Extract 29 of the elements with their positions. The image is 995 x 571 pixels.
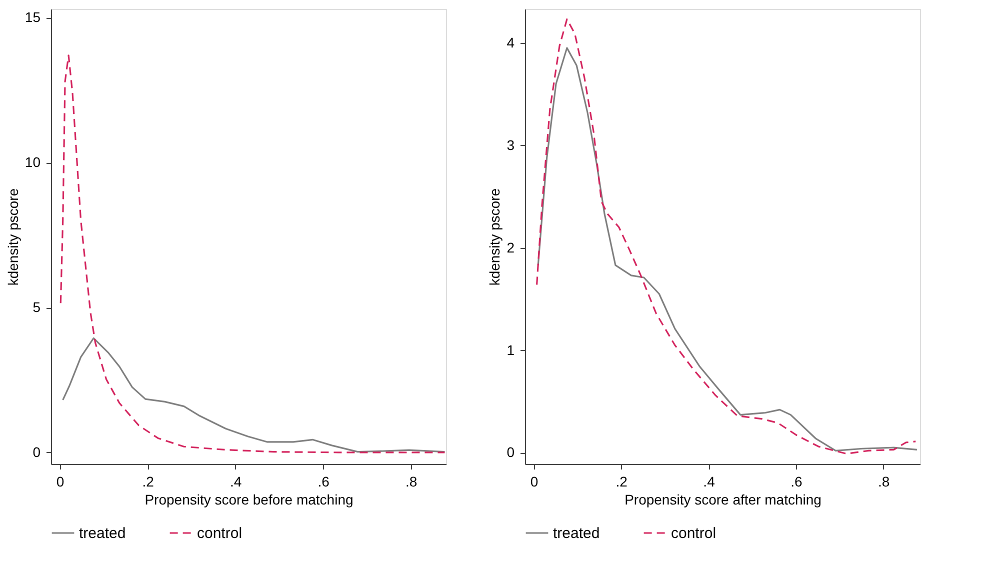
y-tick-label: 2	[506, 239, 515, 256]
x-tick-label: .6	[790, 474, 802, 490]
legend-label: control	[197, 525, 242, 542]
y-axis-title: kdensity pscore	[486, 188, 503, 286]
x-tick-label: .4	[230, 474, 242, 490]
y-tick-label: 4	[506, 34, 515, 50]
legend-label: treated	[79, 525, 126, 542]
y-tick-label: 0	[32, 444, 41, 460]
line-series	[60, 54, 446, 454]
legend-label: treated	[553, 525, 600, 542]
x-tick-label: .6	[318, 474, 330, 490]
y-axis-title: kdensity pscore	[4, 188, 21, 286]
x-tick-label: .8	[878, 474, 890, 490]
y-tick-label: 1	[506, 342, 515, 358]
x-tick-label: 0	[56, 474, 64, 490]
y-tick-label: 0	[506, 444, 515, 460]
legend-label: control	[671, 525, 716, 542]
line-series	[62, 337, 446, 453]
x-tick-label: .4	[703, 474, 716, 490]
y-tick-label: 10	[24, 154, 41, 170]
x-tick-label: .2	[142, 474, 154, 490]
x-tick-label: .8	[406, 474, 418, 490]
y-tick-label: 3	[506, 136, 515, 153]
y-tick-label: 15	[24, 9, 41, 26]
x-tick-label: .2	[616, 474, 628, 490]
y-tick-label: 5	[32, 299, 41, 316]
x-axis-title: Propensity score before matching	[144, 492, 354, 508]
x-tick-label: 0	[530, 474, 538, 490]
x-axis-title: Propensity score after matching	[624, 492, 822, 508]
